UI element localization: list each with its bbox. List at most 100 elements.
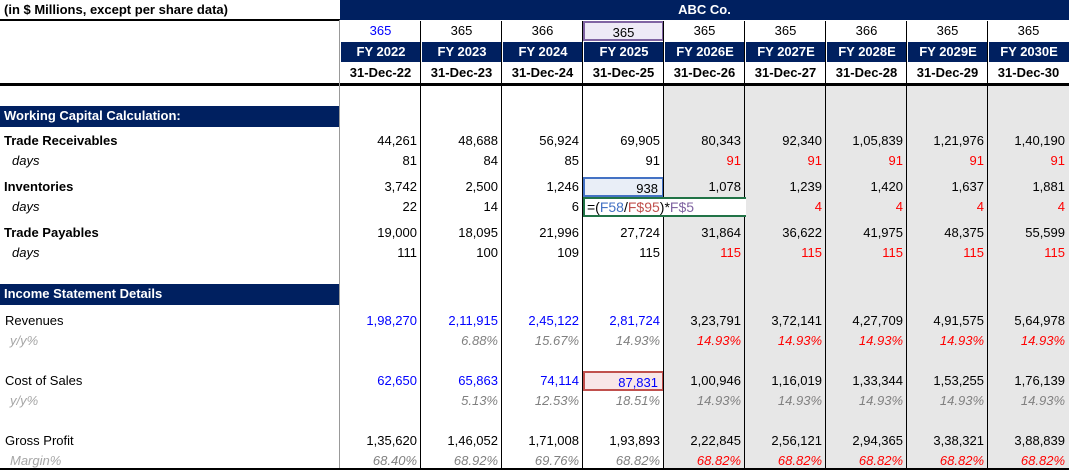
data-cell[interactable]: 115 [720, 245, 741, 260]
data-cell[interactable]: 115 [801, 245, 822, 260]
data-cell[interactable]: 55,599 [1025, 225, 1065, 240]
data-cell[interactable]: 1,35,620 [366, 433, 417, 448]
data-cell[interactable]: 41,975 [863, 225, 903, 240]
data-cell[interactable]: 18.51% [615, 393, 660, 408]
data-cell[interactable]: 2,500 [465, 179, 498, 194]
period-end-date[interactable]: 31-Dec-22 [349, 65, 412, 80]
data-cell[interactable]: 6.88% [461, 333, 498, 348]
data-cell[interactable]: 27,724 [620, 225, 660, 240]
data-cell[interactable]: 1,98,270 [366, 313, 417, 328]
data-cell[interactable]: 14 [483, 199, 498, 214]
fiscal-year-header[interactable]: FY 2028E [826, 42, 907, 62]
data-cell[interactable]: 91 [807, 153, 822, 168]
data-cell[interactable]: 1,93,893 [609, 433, 660, 448]
data-cell[interactable]: 1,46,052 [447, 433, 498, 448]
days-in-year-cell[interactable]: 365 [369, 23, 392, 38]
data-cell[interactable]: 44,261 [377, 133, 417, 148]
data-cell[interactable]: 31,864 [701, 225, 741, 240]
data-cell[interactable]: 48,688 [458, 133, 498, 148]
data-cell[interactable]: 14.93% [777, 333, 822, 348]
data-cell[interactable]: 1,40,190 [1014, 133, 1065, 148]
data-cell[interactable]: 4 [1057, 199, 1065, 214]
data-cell[interactable]: 14.93% [696, 393, 741, 408]
data-cell[interactable]: 14.93% [858, 333, 903, 348]
days-in-year-cell[interactable]: 366 [531, 23, 554, 38]
data-cell[interactable]: 3,88,839 [1014, 433, 1065, 448]
data-cell[interactable]: 3,742 [384, 179, 417, 194]
data-cell[interactable]: 1,76,139 [1014, 373, 1065, 388]
data-cell[interactable]: 938 [583, 177, 664, 197]
fiscal-year-header[interactable]: FY 2026E [664, 42, 745, 62]
fiscal-year-header[interactable]: FY 2024 [502, 42, 583, 62]
data-cell[interactable]: 1,239 [789, 179, 822, 194]
fiscal-year-header[interactable]: FY 2023 [421, 42, 502, 62]
data-cell[interactable]: 14.93% [1020, 393, 1065, 408]
data-cell[interactable] [340, 391, 421, 411]
data-cell[interactable]: 14.93% [777, 393, 822, 408]
data-cell[interactable]: 15.67% [534, 333, 579, 348]
days-in-year-cell[interactable]: 365 [583, 21, 664, 41]
data-cell[interactable]: 115 [639, 245, 660, 260]
data-cell[interactable]: 1,420 [870, 179, 903, 194]
data-cell[interactable]: 2,45,122 [528, 313, 579, 328]
data-cell[interactable]: 14.93% [858, 393, 903, 408]
data-cell[interactable]: 68.82% [777, 453, 822, 468]
data-cell[interactable]: 87,831 [583, 371, 664, 391]
period-end-date[interactable]: 31-Dec-25 [592, 65, 655, 80]
data-cell[interactable]: 2,22,845 [690, 433, 741, 448]
data-cell[interactable]: 3,23,791 [690, 313, 741, 328]
data-cell[interactable]: 1,637 [951, 179, 984, 194]
period-end-date[interactable]: 31-Dec-23 [430, 65, 493, 80]
data-cell[interactable]: 1,246 [546, 179, 579, 194]
data-cell[interactable]: 14.93% [1020, 333, 1065, 348]
days-in-year-cell[interactable]: 365 [936, 23, 959, 38]
data-cell[interactable]: 109 [557, 245, 579, 260]
fiscal-year-header[interactable]: FY 2030E [988, 42, 1069, 62]
days-in-year-cell[interactable]: 366 [855, 23, 878, 38]
data-cell[interactable]: 14.93% [696, 333, 741, 348]
data-cell[interactable]: 2,56,121 [771, 433, 822, 448]
data-cell[interactable]: 4 [814, 199, 822, 214]
data-cell[interactable]: 1,05,839 [852, 133, 903, 148]
data-cell[interactable]: 62,650 [377, 373, 417, 388]
data-cell[interactable]: 2,94,365 [852, 433, 903, 448]
fiscal-year-header[interactable]: FY 2022 [340, 42, 421, 62]
data-cell[interactable]: 4,27,709 [852, 313, 903, 328]
data-cell[interactable]: 111 [397, 245, 417, 260]
data-cell[interactable]: 68.92% [453, 453, 498, 468]
data-cell[interactable]: 1,078 [708, 179, 741, 194]
data-cell[interactable]: 68.82% [939, 453, 984, 468]
data-cell[interactable]: 91 [726, 153, 741, 168]
data-cell[interactable]: 91 [888, 153, 903, 168]
data-cell[interactable]: 80,343 [701, 133, 741, 148]
data-cell[interactable]: 48,375 [944, 225, 984, 240]
data-cell[interactable]: 1,21,976 [933, 133, 984, 148]
period-end-date[interactable]: 31-Dec-27 [754, 65, 817, 80]
data-cell[interactable] [340, 331, 421, 351]
data-cell[interactable]: 21,996 [539, 225, 579, 240]
fiscal-year-header[interactable]: FY 2025 [583, 42, 664, 62]
fiscal-year-header[interactable]: FY 2027E [745, 42, 826, 62]
data-cell[interactable]: 5.13% [461, 393, 498, 408]
formula-edit-cell[interactable]: =(F58/F$95)*F$5 [583, 197, 746, 217]
data-cell[interactable]: 85 [564, 153, 579, 168]
data-cell[interactable]: 68.82% [615, 453, 660, 468]
data-cell[interactable]: 115 [1044, 245, 1065, 260]
data-cell[interactable]: 84 [483, 153, 498, 168]
data-cell[interactable]: 91 [1050, 153, 1065, 168]
data-cell[interactable]: 1,53,255 [933, 373, 984, 388]
data-cell[interactable]: 2,11,915 [448, 313, 498, 328]
data-cell[interactable]: 4 [895, 199, 903, 214]
data-cell[interactable]: 5,64,978 [1014, 313, 1065, 328]
data-cell[interactable]: 14.93% [615, 333, 660, 348]
data-cell[interactable]: 68.82% [858, 453, 903, 468]
days-in-year-cell[interactable]: 365 [774, 23, 797, 38]
days-in-year-cell[interactable]: 365 [450, 23, 473, 38]
period-end-date[interactable]: 31-Dec-26 [673, 65, 736, 80]
data-cell[interactable]: 81 [402, 153, 417, 168]
data-cell[interactable]: 19,000 [377, 225, 417, 240]
data-cell[interactable]: 22 [402, 199, 417, 214]
data-cell[interactable]: 1,16,019 [771, 373, 822, 388]
data-cell[interactable]: 36,622 [782, 225, 822, 240]
data-cell[interactable]: 68.82% [1020, 453, 1065, 468]
